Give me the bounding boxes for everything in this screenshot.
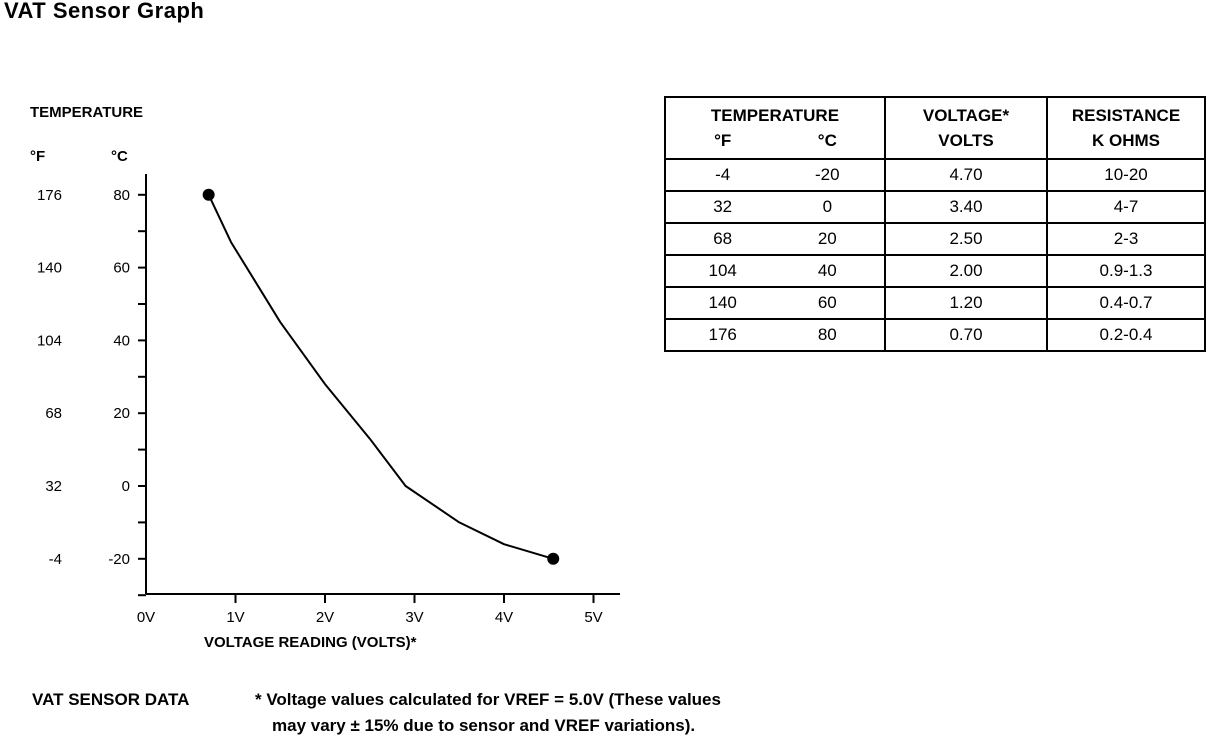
resistance-header-line1: RESISTANCE [1071,106,1181,125]
temperature-cell: -4 -20 [664,158,886,192]
fahrenheit-cell: 176 [708,325,737,344]
table-row: 68 20 2.50 2-3 [664,222,1206,256]
data-point [547,552,560,565]
temperature-cell: 176 80 [664,318,886,352]
table-row: -4 -20 4.70 10-20 [664,158,1206,192]
y-tick-label-f: 176 [37,187,62,204]
voltage-cell: 4.70 [884,158,1048,192]
y-tick-label-f: 140 [37,260,62,277]
temperature-cell: 104 40 [664,254,886,288]
fahrenheit-cell: -4 [715,165,731,184]
temperature-voltage-curve [207,194,554,560]
temperature-header-label: TEMPERATURE [710,106,840,125]
y-tick-label-c: -20 [108,551,130,568]
celsius-cell: -20 [815,165,840,184]
resistance-cell: 0.4-0.7 [1046,286,1206,320]
y-axis-unit-f: °F [30,148,46,165]
x-tick-label: 4V [495,609,513,626]
footnote-label: VAT SENSOR DATA [32,690,190,709]
celsius-cell: 20 [817,229,837,248]
fahrenheit-cell: 68 [713,229,733,248]
y-tick-label-f: 104 [37,332,62,349]
celsius-header: °C [817,131,837,150]
fahrenheit-cell: 140 [708,293,737,312]
y-tick-label-c: 20 [113,405,130,422]
resistance-cell: 2-3 [1046,222,1206,256]
y-tick-label-f: 68 [45,405,62,422]
footnote-line2: may vary ± 15% due to sensor and VREF va… [272,716,696,735]
x-tick-label: 3V [405,609,423,626]
voltage-cell: 3.40 [884,190,1048,224]
temperature-header: TEMPERATURE °F °C [664,96,886,160]
celsius-cell: 40 [817,261,837,280]
resistance-header: RESISTANCE K OHMS [1046,96,1206,160]
resistance-cell: 0.9-1.3 [1046,254,1206,288]
resistance-header-line2: K OHMS [1092,131,1160,150]
y-tick-label-c: 40 [113,332,130,349]
fahrenheit-cell: 104 [708,261,737,280]
resistance-cell: 10-20 [1046,158,1206,192]
y-tick-label-c: 60 [113,260,130,277]
celsius-cell: 80 [817,325,837,344]
resistance-cell: 0.2-0.4 [1046,318,1206,352]
x-axis-label: VOLTAGE READING (VOLTS)* [204,634,417,651]
voltage-cell: 0.70 [884,318,1048,352]
temperature-cell: 32 0 [664,190,886,224]
data-point [202,188,215,201]
table-row: 104 40 2.00 0.9-1.3 [664,254,1206,288]
table-header-row: TEMPERATURE °F °C VOLTAGE* VOLTS RESISTAN… [664,96,1206,160]
y-tick-label-f: 32 [45,478,62,495]
y-tick-label-c: 0 [122,478,130,495]
x-tick-label: 5V [584,609,602,626]
y-axis-label: TEMPERATURE [30,104,144,121]
voltage-header-line2: VOLTS [938,131,994,150]
voltage-cell: 1.20 [884,286,1048,320]
table-row: 140 60 1.20 0.4-0.7 [664,286,1206,320]
temperature-voltage-chart: 80 176 60 140 40 104 20 68 0 32 -20 -4 0V 1V 2V 3V 4V 5V [37,174,620,626]
x-tick-label: 0V [137,609,155,626]
fahrenheit-header: °F [714,131,732,150]
table-row: 176 80 0.70 0.2-0.4 [664,318,1206,352]
y-tick-label-f: -4 [49,551,62,568]
voltage-header-line1: VOLTAGE* [922,106,1010,125]
temperature-cell: 140 60 [664,286,886,320]
celsius-cell: 0 [822,197,833,216]
celsius-cell: 60 [817,293,837,312]
page-title: VAT Sensor Graph [4,0,205,23]
resistance-cell: 4-7 [1046,190,1206,224]
temperature-cell: 68 20 [664,222,886,256]
voltage-header: VOLTAGE* VOLTS [884,96,1048,160]
voltage-cell: 2.00 [884,254,1048,288]
voltage-cell: 2.50 [884,222,1048,256]
sensor-data-table: TEMPERATURE °F °C VOLTAGE* VOLTS RESISTAN… [664,96,1206,352]
y-tick-label-c: 80 [113,187,130,204]
x-tick-label: 1V [226,609,244,626]
fahrenheit-cell: 32 [713,197,733,216]
footnote-line1: * Voltage values calculated for VREF = 5… [255,690,721,709]
x-tick-label: 2V [316,609,334,626]
y-axis-unit-c: °C [111,148,128,165]
table-row: 32 0 3.40 4-7 [664,190,1206,224]
